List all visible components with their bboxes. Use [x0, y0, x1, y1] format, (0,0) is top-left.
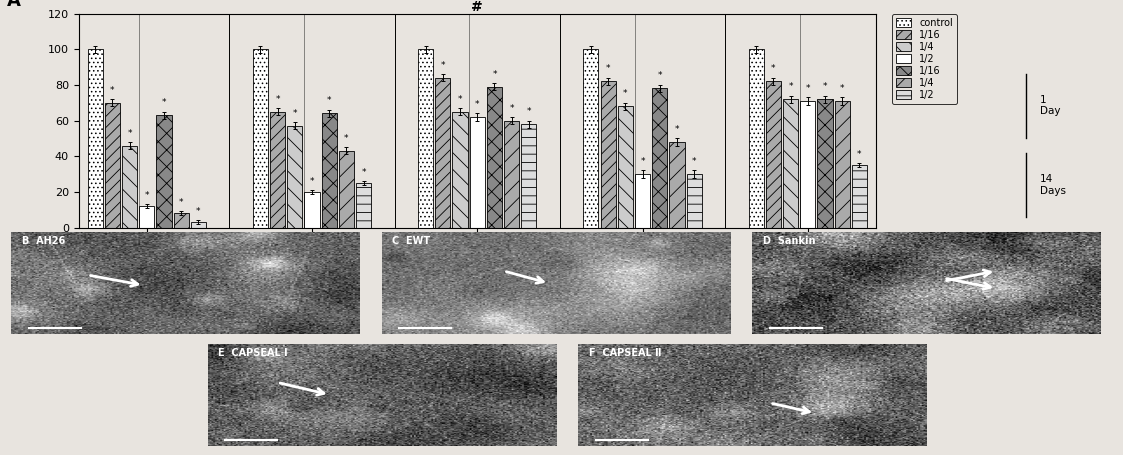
Text: *: * — [657, 71, 661, 81]
Title: #: # — [472, 0, 483, 14]
Text: *: * — [510, 104, 514, 112]
Bar — [304, 192, 320, 228]
Text: *: * — [345, 134, 349, 143]
Text: *: * — [127, 128, 131, 137]
Bar — [749, 49, 764, 228]
Bar — [583, 49, 599, 228]
Bar — [469, 117, 485, 228]
Bar — [321, 113, 337, 228]
Bar — [852, 165, 867, 228]
Bar — [669, 142, 685, 228]
Bar — [487, 87, 502, 228]
Text: B  AH26: B AH26 — [21, 236, 65, 246]
Text: *: * — [458, 95, 463, 104]
Text: 1
Day: 1 Day — [1040, 95, 1060, 116]
Text: *: * — [805, 84, 810, 93]
Text: E  CAPSEAL Ⅰ: E CAPSEAL Ⅰ — [218, 348, 287, 358]
Bar — [521, 124, 537, 228]
Bar — [634, 174, 650, 228]
Bar — [122, 146, 137, 228]
Text: *: * — [310, 177, 314, 186]
Bar — [253, 49, 268, 228]
Text: *: * — [788, 82, 793, 91]
Text: *: * — [840, 84, 844, 93]
Bar — [783, 99, 798, 228]
Bar — [191, 222, 206, 228]
Bar — [418, 49, 433, 228]
Text: *: * — [605, 64, 610, 73]
Text: 14
Days: 14 Days — [1040, 174, 1066, 196]
Legend: control, 1/16, 1/4, 1/2, 1/16, 1/4, 1/2: control, 1/16, 1/4, 1/2, 1/16, 1/4, 1/2 — [892, 14, 957, 104]
Bar — [139, 206, 154, 228]
Text: *: * — [492, 70, 496, 79]
Text: *: * — [162, 98, 166, 107]
Text: *: * — [197, 207, 201, 216]
Bar — [453, 111, 467, 228]
Text: *: * — [293, 109, 298, 118]
Text: F  CAPSEAL Ⅱ: F CAPSEAL Ⅱ — [588, 348, 661, 358]
Text: *: * — [110, 86, 115, 95]
Bar — [104, 103, 120, 228]
Text: *: * — [475, 100, 480, 109]
Bar — [601, 81, 615, 228]
Text: *: * — [823, 82, 828, 91]
Text: *: * — [623, 89, 628, 98]
Bar — [356, 183, 372, 228]
Text: *: * — [440, 61, 445, 70]
Bar — [618, 106, 633, 228]
Bar — [339, 151, 354, 228]
Bar — [766, 81, 780, 228]
Text: *: * — [179, 198, 183, 207]
Bar — [270, 111, 285, 228]
Text: *: * — [275, 95, 280, 104]
Text: C  EWT: C EWT — [392, 236, 430, 246]
Text: D  Sankin: D Sankin — [763, 236, 815, 246]
Bar — [818, 99, 832, 228]
Text: *: * — [327, 96, 331, 106]
Bar — [686, 174, 702, 228]
Text: *: * — [145, 191, 149, 200]
Text: *: * — [857, 150, 861, 159]
Text: *: * — [692, 157, 696, 166]
Text: *: * — [640, 157, 645, 166]
Bar — [174, 213, 189, 228]
Bar — [156, 115, 172, 228]
Bar — [801, 101, 815, 228]
Bar — [88, 49, 102, 228]
Bar — [652, 89, 667, 228]
Bar — [834, 101, 850, 228]
Bar — [504, 121, 519, 228]
Text: *: * — [772, 64, 776, 73]
Bar — [436, 78, 450, 228]
Text: *: * — [362, 168, 366, 177]
Text: *: * — [675, 125, 679, 134]
Text: A: A — [7, 0, 20, 10]
Bar — [287, 126, 302, 228]
Text: *: * — [527, 107, 531, 116]
